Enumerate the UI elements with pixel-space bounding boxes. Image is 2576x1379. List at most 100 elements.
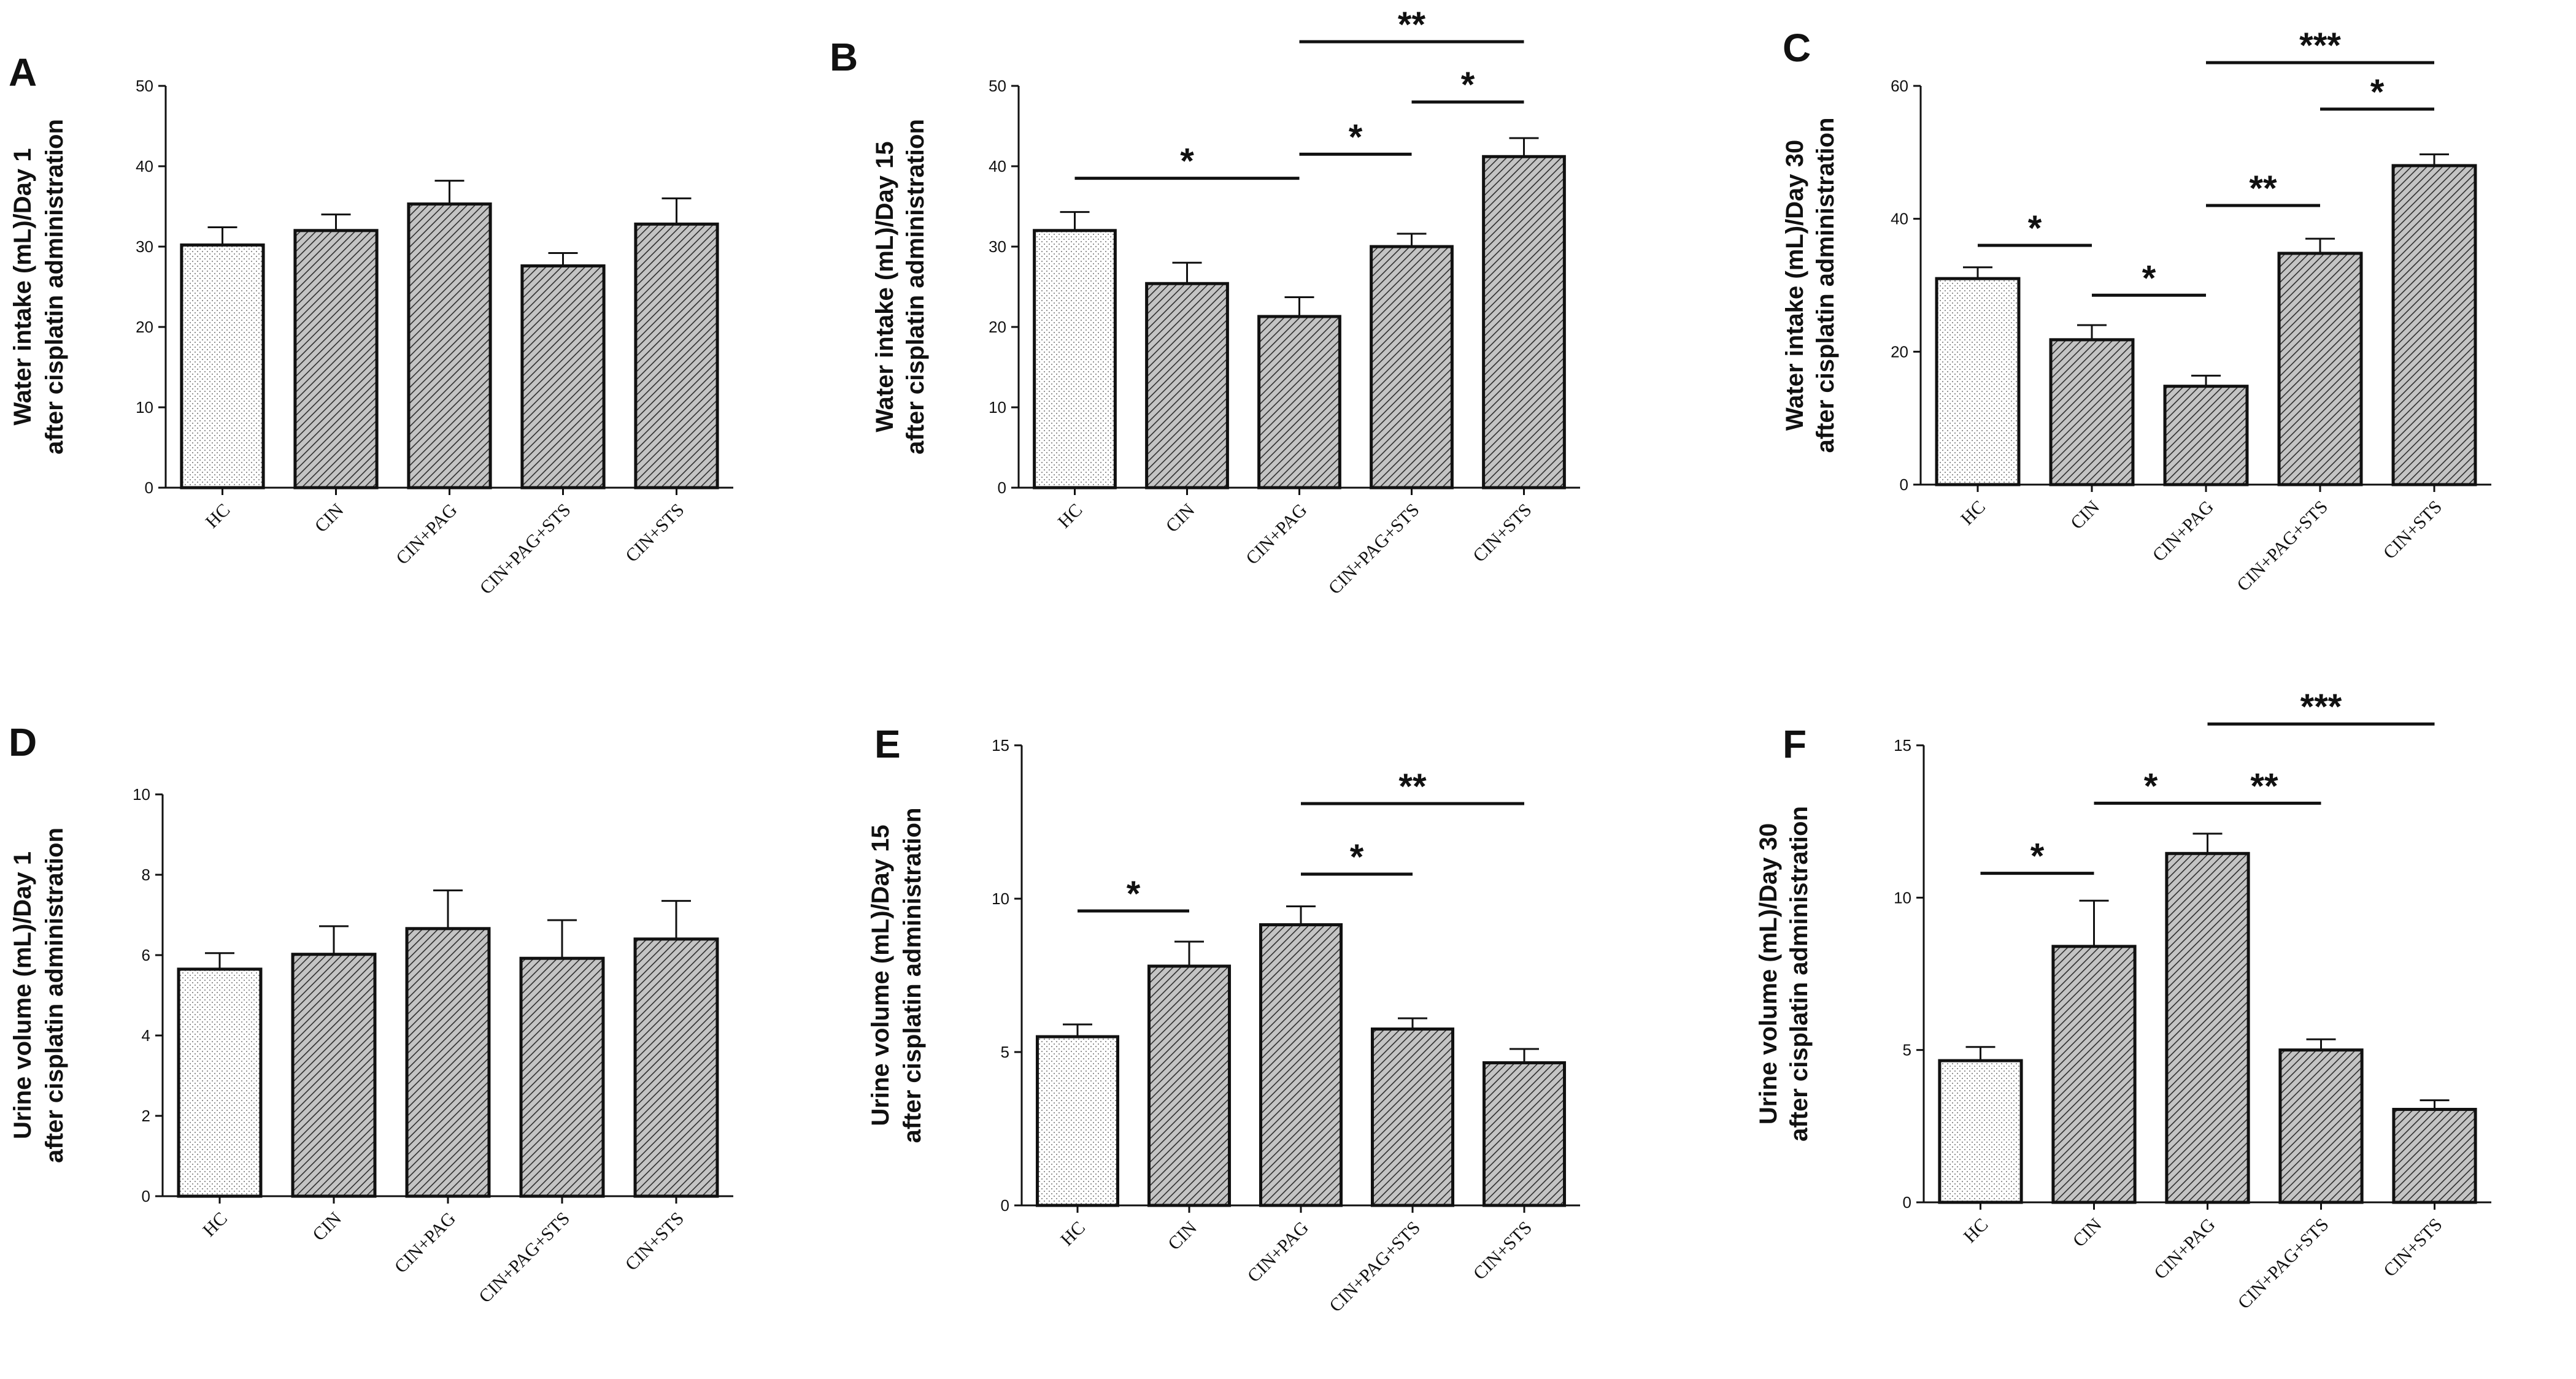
bar-cin-sts xyxy=(2391,164,2477,486)
panel-a: A Water intake (mL)/Day 1 after cisplatin … xyxy=(9,50,733,598)
y-tick-label: 10 xyxy=(989,398,1006,417)
bar-cin-sts xyxy=(633,937,719,1198)
significance-label: ** xyxy=(1398,767,1427,807)
panel-letter: F xyxy=(1783,722,1807,766)
x-tick-label: CIN+PAG+STS xyxy=(475,1208,574,1307)
x-tick-label: CIN+STS xyxy=(2380,1215,2446,1281)
y-axis-label-line2: after cisplatin administration xyxy=(1786,806,1813,1142)
x-tick-label: HC xyxy=(1960,1215,1992,1247)
y-tick-label: 20 xyxy=(136,318,153,336)
x-tick-label: CIN+PAG+STS xyxy=(1325,500,1424,599)
y-tick-label: 10 xyxy=(133,785,150,804)
significance-label: ** xyxy=(2250,766,2278,806)
y-axis-label: Urine volume (mL)/Day 15 xyxy=(867,824,894,1126)
bar-cin-pag xyxy=(405,927,491,1198)
y-tick-label: 5 xyxy=(1903,1041,1911,1059)
x-tick-label: CIN xyxy=(311,500,348,537)
x-tick-label: CIN+PAG xyxy=(391,1208,460,1277)
bar-cin-pag-sts xyxy=(1370,1028,1455,1207)
bar-cin-pag xyxy=(1257,315,1341,490)
y-axis-label: Water intake (mL)/Day 30 xyxy=(1781,140,1808,431)
significance-label: * xyxy=(2142,258,2156,298)
bar-cin-sts xyxy=(2392,1108,2477,1204)
bar-cin-sts xyxy=(634,222,719,490)
y-tick-label: 0 xyxy=(998,478,1006,497)
y-tick-label: 4 xyxy=(142,1026,150,1045)
bar-cin-pag xyxy=(2163,385,2249,486)
x-tick-label: CIN+STS xyxy=(1470,1218,1536,1284)
x-tick-label: HC xyxy=(1054,500,1087,532)
bar-cin-pag-sts xyxy=(519,956,605,1198)
y-tick-label: 40 xyxy=(1891,210,1908,228)
y-axis-label-line2: after cisplatin administration xyxy=(41,119,68,455)
y-tick-label: 2 xyxy=(142,1107,150,1125)
panel-b: B Water intake (mL)/Day 15 after cisplatin… xyxy=(830,5,1580,599)
y-tick-label: 10 xyxy=(136,398,153,417)
bar-cin xyxy=(293,229,379,490)
x-tick-label: HC xyxy=(202,500,234,532)
bar-cin-pag-sts xyxy=(2278,1048,2364,1204)
bar-cin-sts xyxy=(1482,1061,1567,1207)
y-tick-label: 6 xyxy=(142,946,150,964)
bar-hc xyxy=(1938,1059,2023,1204)
bar-cin-pag xyxy=(1259,923,1343,1207)
y-tick-label: 40 xyxy=(989,157,1006,175)
x-tick-label: HC xyxy=(199,1208,231,1241)
x-tick-label: CIN+STS xyxy=(2380,497,2446,563)
significance-label: * xyxy=(2144,766,2158,806)
significance-label: ** xyxy=(1398,5,1426,45)
x-tick-label: CIN+STS xyxy=(622,1208,688,1275)
bar-hc xyxy=(1935,277,2021,486)
significance-label: ** xyxy=(2249,169,2277,209)
bar-hc xyxy=(1035,1035,1120,1207)
bar-cin-pag xyxy=(2165,851,2250,1204)
bar-cin-pag xyxy=(407,202,492,490)
y-axis-label-line2: after cisplatin administration xyxy=(902,119,929,455)
y-tick-label: 0 xyxy=(142,1187,150,1205)
x-tick-label: CIN xyxy=(1164,1218,1201,1254)
x-tick-label: CIN xyxy=(2069,1215,2106,1251)
y-axis-label: Water intake (mL)/Day 1 xyxy=(9,148,36,426)
panel-c: C Water intake (mL)/Day 30 after cisplatin… xyxy=(1781,26,2491,595)
x-tick-label: CIN+PAG xyxy=(1244,1218,1313,1286)
significance-label: * xyxy=(1461,65,1475,105)
y-tick-label: 0 xyxy=(1903,1193,1911,1212)
y-tick-label: 10 xyxy=(1894,888,1911,907)
x-tick-label: CIN+PAG+STS xyxy=(2233,497,2332,596)
significance-label: * xyxy=(1350,837,1364,877)
x-tick-label: CIN xyxy=(309,1208,345,1245)
x-tick-label: CIN+PAG xyxy=(2149,497,2218,566)
bar-cin-pag-sts xyxy=(1370,245,1454,490)
x-tick-label: CIN+PAG xyxy=(1242,500,1311,569)
significance-label: * xyxy=(1349,117,1363,157)
x-tick-label: CIN+PAG+STS xyxy=(1325,1218,1424,1316)
panel-letter: A xyxy=(9,50,37,94)
y-tick-label: 50 xyxy=(989,77,1006,95)
x-tick-label: HC xyxy=(1957,497,1989,529)
significance-label: * xyxy=(2030,837,2045,877)
bar-hc xyxy=(1033,229,1117,490)
y-tick-label: 0 xyxy=(145,478,153,497)
x-tick-label: CIN xyxy=(2067,497,2104,534)
bar-cin-sts xyxy=(1482,155,1566,490)
significance-label: * xyxy=(2028,209,2042,248)
panel-letter: C xyxy=(1783,26,1811,70)
y-tick-label: 40 xyxy=(136,157,153,175)
panel-d: D Urine volume (mL)/Day 1 after cisplatin … xyxy=(9,720,733,1307)
y-tick-label: 30 xyxy=(989,237,1006,256)
x-tick-label: CIN+PAG+STS xyxy=(476,500,575,599)
significance-label: * xyxy=(1180,142,1194,182)
x-tick-label: CIN+STS xyxy=(1469,500,1535,566)
y-axis-label-line2: after cisplatin administration xyxy=(1812,118,1839,453)
y-axis-label-line2: after cisplatin administration xyxy=(899,808,926,1143)
bar-cin xyxy=(2051,945,2137,1204)
x-tick-label: CIN+STS xyxy=(622,500,688,566)
bar-cin-pag-sts xyxy=(520,264,606,490)
panel-e: E Urine volume (mL)/Day 15 after cisplatin… xyxy=(867,722,1580,1316)
bar-cin xyxy=(291,953,377,1198)
x-tick-label: CIN+PAG+STS xyxy=(2234,1215,2333,1313)
panel-letter: B xyxy=(830,35,858,79)
significance-label: * xyxy=(2370,72,2385,112)
bar-cin-pag-sts xyxy=(2277,252,2363,486)
y-tick-label: 0 xyxy=(1900,475,1908,494)
